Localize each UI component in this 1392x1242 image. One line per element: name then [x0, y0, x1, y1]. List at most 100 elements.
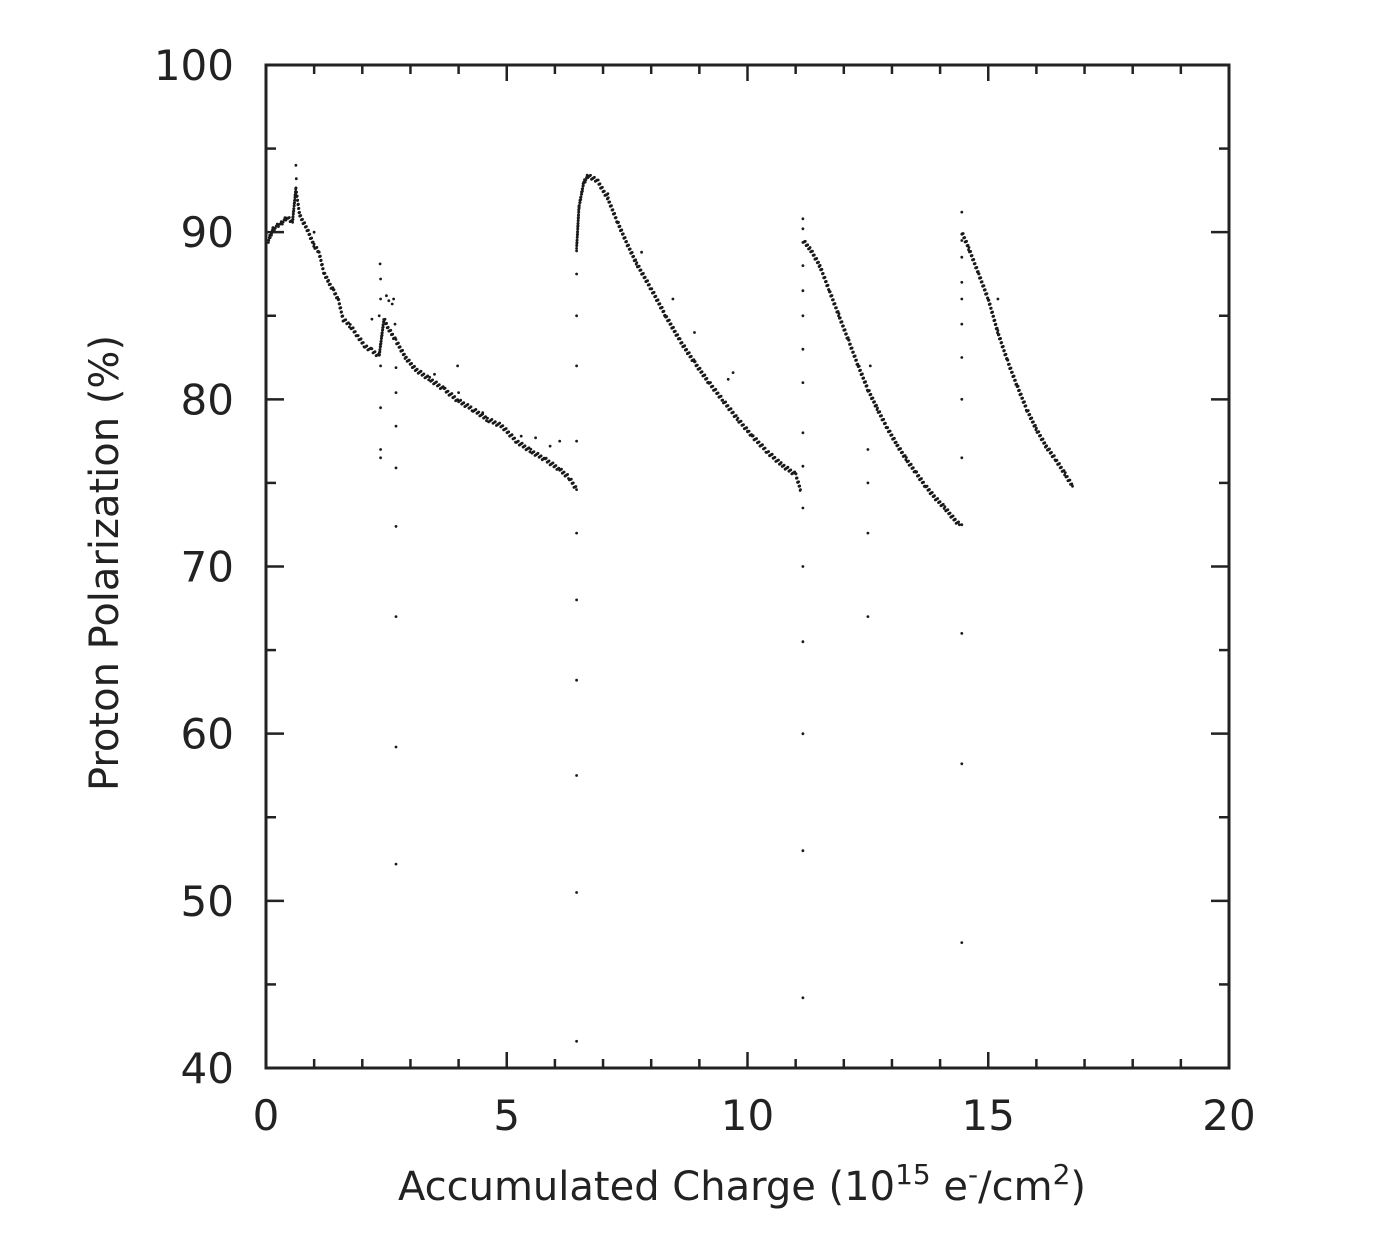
data-point: [909, 462, 913, 466]
data-point: [928, 488, 931, 491]
data-point: [683, 344, 687, 348]
data-point: [575, 235, 579, 239]
data-point: [575, 488, 578, 491]
data-point: [474, 408, 478, 411]
y-axis-title: Proton Polarization (%): [82, 335, 128, 791]
data-point: [719, 394, 723, 398]
data-point: [1010, 370, 1014, 374]
data-point: [332, 288, 336, 292]
data-point: [1035, 426, 1038, 430]
data-point: [1058, 462, 1061, 465]
outlier-point: [377, 314, 381, 318]
data-point: [275, 222, 279, 226]
data-point: [291, 215, 295, 219]
data-point: [576, 224, 580, 228]
data-point: [1019, 392, 1023, 396]
data-point: [312, 242, 316, 246]
outlier-point: [378, 262, 382, 266]
data-point: [308, 232, 312, 236]
outlier-point: [379, 297, 382, 301]
outlier-point: [960, 941, 964, 944]
data-point: [1016, 384, 1020, 388]
data-point: [575, 244, 579, 247]
outlier-point: [693, 331, 696, 334]
data-point: [271, 226, 275, 229]
data-point: [1001, 345, 1005, 348]
data-point: [958, 523, 961, 527]
outlier-point: [960, 280, 964, 284]
data-point: [331, 286, 335, 289]
data-point: [516, 439, 520, 443]
outlier-point: [379, 277, 382, 281]
outlier-point: [801, 640, 805, 644]
data-point: [965, 239, 968, 243]
data-point: [922, 480, 925, 484]
data-point: [1068, 478, 1072, 482]
data-point: [1023, 400, 1026, 404]
data-point: [745, 426, 749, 429]
data-point: [654, 294, 658, 298]
outlier-point: [575, 272, 578, 276]
outlier-point: [960, 523, 964, 527]
outlier-point: [960, 210, 964, 214]
data-point: [513, 436, 517, 440]
data-point: [297, 206, 301, 210]
data-point: [736, 416, 740, 420]
data-point: [378, 353, 381, 357]
data-point: [323, 271, 327, 275]
data-point: [826, 283, 830, 287]
data-point: [1070, 482, 1074, 486]
x-axis-title: Accumulated Charge (1015 e-/cm2): [398, 1158, 1086, 1210]
data-point: [770, 452, 774, 456]
data-point: [700, 370, 704, 374]
data-point: [413, 364, 416, 368]
data-point: [370, 347, 374, 351]
data-point: [391, 332, 395, 336]
data-point: [297, 202, 300, 206]
outlier-point: [456, 364, 459, 368]
data-point: [646, 279, 649, 283]
outlier-point: [575, 364, 578, 368]
data-point: [842, 324, 845, 328]
outlier-point: [457, 391, 460, 394]
data-point: [419, 369, 423, 373]
data-point: [575, 247, 578, 250]
data-point: [338, 302, 341, 305]
outlier-point: [996, 297, 1000, 301]
data-point: [292, 209, 296, 213]
data-point: [581, 189, 584, 193]
data-point: [828, 290, 832, 293]
data-point: [287, 216, 291, 219]
data-point: [554, 464, 558, 467]
data-point: [680, 341, 684, 344]
outlier-point: [575, 774, 578, 777]
data-point: [1045, 444, 1049, 448]
data-point: [273, 226, 277, 230]
outlier-point: [960, 456, 964, 460]
outlier-point: [294, 177, 298, 181]
data-point: [835, 306, 838, 309]
data-point: [985, 292, 989, 295]
data-point: [1014, 378, 1017, 382]
data-point: [431, 378, 434, 382]
outlier-point: [379, 364, 382, 368]
data-point: [716, 391, 720, 395]
data-point: [1063, 471, 1067, 474]
data-point: [397, 341, 400, 345]
data-point: [943, 505, 947, 509]
data-point: [578, 204, 581, 207]
data-point: [361, 341, 365, 344]
outlier-point: [606, 192, 610, 196]
data-point: [751, 434, 755, 438]
outlier-point: [392, 297, 395, 301]
data-point: [520, 441, 524, 445]
data-point: [703, 373, 707, 377]
data-point: [698, 366, 702, 370]
data-point: [827, 288, 831, 291]
data-point: [268, 236, 272, 240]
data-point: [381, 325, 385, 329]
data-point: [485, 419, 488, 423]
data-point: [627, 243, 630, 247]
data-point: [348, 325, 351, 329]
data-point: [477, 410, 481, 414]
